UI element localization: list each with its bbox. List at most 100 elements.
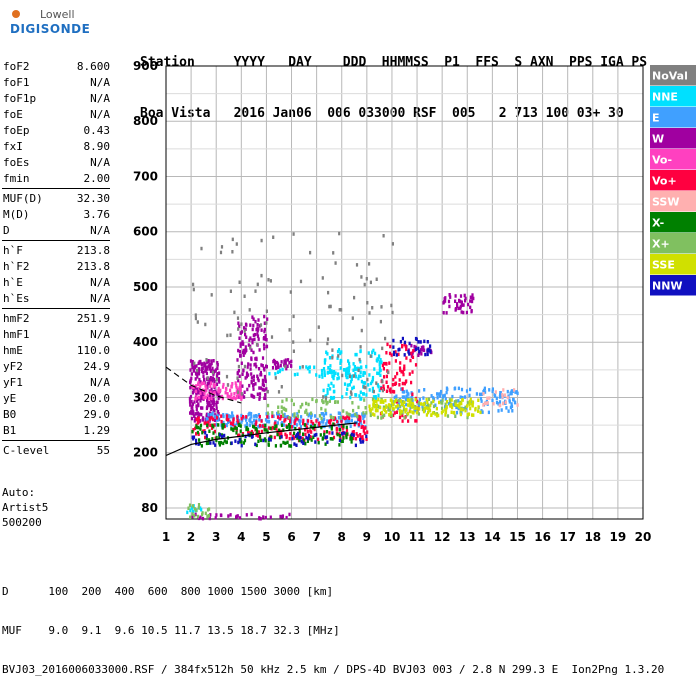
data-point [459,294,463,298]
data-point [392,413,395,418]
data-point [213,414,216,419]
data-point [423,339,426,344]
data-point [417,353,420,357]
data-point [201,406,204,410]
data-point [263,374,266,379]
data-point [342,415,345,420]
data-point [242,353,245,357]
data-point [206,423,209,428]
data-point [222,420,225,425]
plot-frame [165,65,644,520]
data-point [313,414,317,418]
data-point [382,234,385,238]
data-point [354,443,357,448]
data-point [239,387,242,392]
data-point [426,400,429,405]
param-row: foEp 0.43 [2,123,110,139]
param-separator [2,440,110,441]
data-point [344,373,348,377]
data-point [245,323,248,327]
data-point [222,414,225,419]
data-point [304,441,307,446]
data-point [313,427,316,432]
data-point [201,366,204,370]
data-point [193,414,196,418]
data-point [375,407,378,411]
data-point [193,400,196,404]
data-point [284,364,287,369]
data-point [252,323,255,328]
data-point [389,405,392,409]
data-point [343,416,346,421]
data-point [397,352,400,357]
data-point [401,370,405,374]
data-point [449,295,452,299]
data-point [192,365,195,370]
data-point [472,413,475,417]
data-point [195,395,198,399]
data-point [198,360,201,364]
data-point [501,395,504,399]
data-point [210,368,213,373]
data-point [288,423,291,427]
data-point [284,432,287,437]
data-point [297,418,300,423]
data-point [325,350,328,354]
data-point [240,397,243,401]
data-point [334,371,337,375]
data-point [413,344,416,349]
param-name: B1 [3,424,17,437]
data-point [244,332,247,337]
data-point [325,422,328,426]
data-point [477,405,480,409]
data-point [369,381,373,386]
data-point [258,397,261,401]
data-point [355,421,358,425]
data-point [277,365,280,369]
data-point [393,390,396,394]
y-tick-label: 80 [141,501,158,515]
legend-swatch-sse [650,254,696,275]
data-point [275,426,278,431]
data-point [350,418,353,423]
data-point [428,348,431,352]
data-point [346,432,349,436]
param-name: C-level [3,444,50,457]
data-point [326,341,329,346]
data-point [359,365,363,369]
data-point [364,406,367,410]
data-point [278,432,281,437]
data-point [339,416,342,420]
data-point [195,404,198,408]
data-point [331,356,334,360]
data-point [257,327,260,331]
data-point [250,356,253,360]
data-point [252,382,255,387]
data-point [205,421,208,425]
data-point [352,413,355,418]
data-point [309,435,312,440]
data-point [391,310,394,315]
data-point [458,298,461,303]
data-point [372,403,375,407]
data-point [206,376,209,380]
data-point [380,360,383,364]
data-point [384,336,387,341]
data-point [304,428,307,432]
data-point [229,289,232,293]
data-point [492,402,495,406]
data-point [216,400,219,404]
data-point [324,408,327,412]
data-point [199,380,202,384]
data-point [231,422,234,426]
param-value: 29.0 [83,408,111,421]
data-point [395,353,398,357]
data-point [215,422,218,427]
data-point [212,431,215,435]
data-point [345,367,348,371]
data-point [323,432,326,437]
legend-label: SSW [652,196,679,209]
data-point [444,413,447,417]
data-point [355,432,358,436]
data-point [198,395,201,400]
